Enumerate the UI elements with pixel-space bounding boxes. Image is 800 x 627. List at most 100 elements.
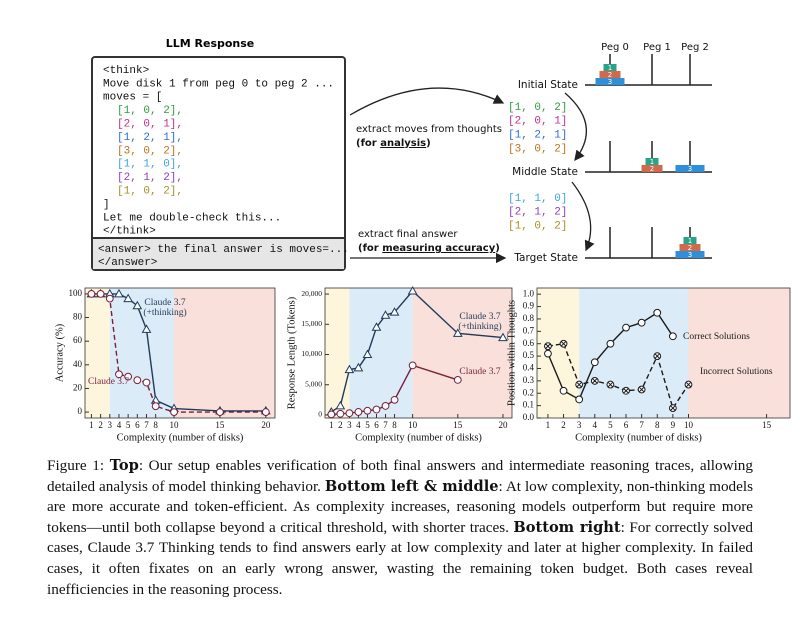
x-tick-label: 10	[408, 420, 418, 430]
data-point	[668, 332, 677, 341]
x-tick-label: 10	[684, 420, 694, 430]
caption-text: : For correctly solved cases, Claude 3.7…	[47, 518, 753, 598]
code-line: [1, 0, 2],	[117, 186, 183, 198]
llm-response-title: LLM Response	[166, 37, 255, 50]
disk-label: 3	[688, 165, 692, 173]
data-point	[544, 342, 552, 351]
disk	[683, 237, 697, 244]
data-point	[637, 318, 646, 327]
y-tick-label: 80	[73, 312, 83, 322]
code-line: [2, 0, 1],	[117, 119, 183, 131]
complexity-region	[325, 288, 350, 418]
complexity-region	[579, 288, 689, 418]
extracted-move: [2, 0, 1]	[508, 116, 567, 128]
arrow-label-part: )	[426, 138, 431, 149]
x-tick-label: 20	[261, 420, 271, 430]
x-tick-label: 8	[392, 420, 397, 430]
plot-frame	[324, 287, 513, 419]
y-tick-label: 0.9	[523, 301, 535, 311]
data-point	[354, 408, 363, 416]
data-point	[559, 339, 568, 348]
data-point	[362, 349, 373, 359]
plot-frame	[536, 287, 791, 419]
figure: LLM Response <think>Move disk 1 from peg…	[54, 37, 791, 443]
data-point	[345, 409, 354, 417]
data-point	[684, 380, 693, 389]
data-point	[653, 352, 662, 360]
data-point	[653, 308, 662, 317]
x-tick-label: 1	[89, 420, 94, 430]
data-point	[559, 386, 568, 395]
x-tick-label: 15	[215, 420, 225, 430]
data-point	[575, 395, 584, 404]
data-point	[344, 364, 355, 374]
extracted-move: [1, 0, 2]	[508, 102, 567, 114]
series-label: (+thinking)	[458, 321, 501, 332]
arrow-label-part: )	[495, 243, 500, 254]
state-label: Target State	[513, 252, 578, 264]
data-point	[452, 328, 463, 337]
arrow-thoughts	[349, 87, 505, 116]
x-axis-label: Complexity (number of disks)	[355, 432, 482, 443]
data-point	[363, 406, 372, 415]
final-move: [2, 1, 2]	[508, 207, 567, 219]
x-tick-label: 10	[170, 420, 180, 430]
x-tick-label: 3	[108, 420, 113, 430]
data-point	[114, 288, 124, 298]
disk-label: 3	[688, 251, 692, 259]
disk	[679, 244, 701, 251]
peg-label: Peg 0	[601, 42, 629, 53]
x-tick-label: 4	[593, 420, 598, 430]
data-point	[407, 286, 418, 295]
arrow-label-part: (for	[358, 243, 382, 254]
series-line	[331, 364, 459, 416]
data-point	[637, 385, 646, 394]
data-point	[170, 408, 178, 416]
data-point	[380, 310, 391, 319]
x-tick-label: 20	[498, 420, 508, 430]
complexity-region	[85, 288, 110, 418]
y-tick-label: 5,000	[305, 379, 322, 388]
data-point	[141, 324, 152, 333]
disk-label: 1	[688, 237, 692, 245]
y-tick-label: 0.0	[523, 412, 535, 422]
data-point	[606, 339, 615, 348]
peg-label: Peg 2	[681, 42, 709, 53]
arrow-label: extract final answer	[358, 229, 458, 240]
x-tick-label: 7	[144, 420, 149, 430]
code-line: Move disk 1 from peg 0 to peg 2 ...	[103, 78, 334, 90]
series-label: (+thinking)	[143, 307, 186, 318]
code-line: moves = [	[103, 92, 162, 104]
series-label: Claude 3.7	[88, 377, 129, 387]
data-point	[124, 372, 133, 381]
series-label: Claude 3.7	[459, 312, 500, 322]
y-tick-label: 10,000	[301, 349, 322, 358]
data-point	[115, 370, 123, 379]
disk-label: 1	[650, 158, 654, 166]
arrow-label: (for analysis)	[356, 138, 431, 149]
code-line: [1, 0, 2],	[117, 105, 183, 117]
data-point	[622, 323, 630, 332]
x-tick-label: 8	[655, 420, 660, 430]
code-line: [1, 1, 0],	[117, 159, 183, 171]
x-tick-label: 4	[356, 420, 361, 430]
data-point	[372, 405, 381, 414]
arrow-middle-target	[571, 181, 595, 252]
diagram: <think>Move disk 1 from peg 0 to peg 2 .…	[98, 42, 712, 269]
data-point	[590, 358, 599, 367]
code-line: [1, 2, 1],	[117, 132, 183, 144]
series-label: Claude 3.7	[459, 367, 500, 377]
complexity-region	[174, 288, 275, 418]
y-tick-label: 0.7	[523, 325, 535, 335]
data-point	[133, 376, 142, 384]
y-tick-label: 60	[73, 335, 83, 345]
code-line: [2, 1, 2],	[117, 172, 183, 184]
caption-bold: Bottom left & middle	[324, 477, 499, 495]
answer-line: </answer>	[98, 257, 157, 269]
arrow-initial-middle	[564, 92, 588, 162]
disk	[599, 71, 621, 78]
complexity-region	[109, 288, 175, 418]
y-tick-label: 20	[73, 383, 83, 393]
arrow-label: extract moves from thoughts	[356, 124, 502, 135]
